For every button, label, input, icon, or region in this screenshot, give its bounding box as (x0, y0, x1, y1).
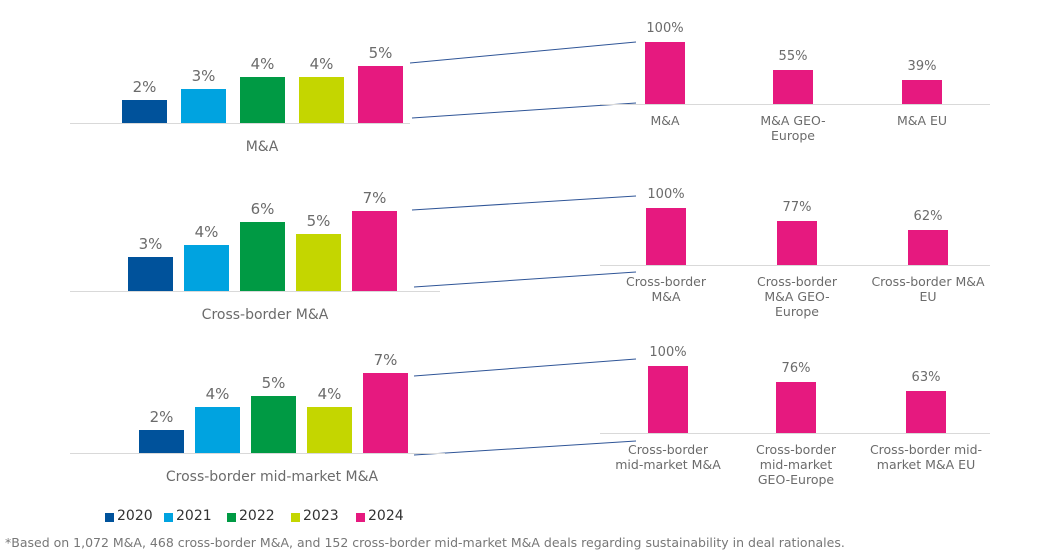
bar (299, 77, 344, 123)
bar (777, 221, 817, 265)
bar (646, 208, 686, 265)
axis-line (70, 291, 440, 292)
bar (122, 100, 167, 123)
axis-line (600, 265, 990, 266)
bar (181, 88, 226, 123)
legend-swatch (105, 513, 114, 522)
value-label: 4% (205, 385, 230, 403)
connector (413, 440, 637, 456)
category-label: Cross-border M&A GEO-Europe (756, 274, 838, 319)
value-label: 7% (373, 350, 398, 369)
bar (128, 256, 173, 291)
bar (251, 395, 296, 453)
connector (411, 195, 637, 211)
bar (908, 229, 948, 265)
value-label: 5% (306, 211, 331, 230)
legend-label: 2022 (239, 508, 275, 524)
bar (363, 372, 408, 453)
axis-line (70, 453, 445, 454)
bar (773, 69, 813, 104)
category-label: M&A (650, 113, 680, 128)
value-label: 77% (782, 200, 812, 216)
value-label: 100% (647, 187, 685, 202)
legend-swatch (164, 513, 173, 522)
value-label: 39% (907, 58, 937, 74)
bar (195, 407, 240, 453)
bar (240, 77, 285, 123)
axis-line (600, 104, 990, 105)
value-label: 62% (913, 208, 943, 224)
category-label: M&A (245, 139, 279, 155)
connector (413, 271, 637, 288)
bar (776, 382, 816, 433)
value-label: 100% (649, 345, 687, 360)
legend-swatch (227, 513, 236, 522)
legend-swatch (291, 513, 300, 522)
bar (648, 366, 688, 433)
connector-lines (409, 41, 637, 456)
category-label: M&A GEO-Europe (760, 113, 826, 143)
value-label: 3% (138, 234, 163, 253)
connector (409, 41, 637, 64)
value-label: 55% (778, 48, 808, 64)
axis-line (70, 123, 410, 124)
legend-label: 2023 (303, 508, 339, 524)
category-label: Cross-border M&A (201, 307, 329, 323)
value-label: 2% (149, 408, 174, 426)
bar (352, 210, 397, 291)
footnote: *Based on 1,072 M&A, 468 cross-border M&… (5, 535, 845, 550)
bar (296, 233, 341, 291)
connector (411, 102, 637, 119)
bar (139, 430, 184, 453)
category-label: Cross-border M&A (625, 274, 707, 304)
category-label: Cross-border mid-market M&A (165, 469, 379, 485)
connector (413, 358, 637, 377)
value-label: 4% (250, 55, 275, 73)
value-label: 76% (781, 361, 811, 377)
category-label: Cross-border mid-market M&A EU (869, 442, 983, 472)
bar (358, 65, 403, 123)
value-label: 5% (368, 43, 393, 62)
bar (184, 245, 229, 291)
category-label: Cross-border M&A EU (871, 274, 985, 304)
category-label: M&A EU (896, 113, 948, 128)
value-label: 63% (911, 369, 941, 385)
value-label: 100% (646, 21, 684, 36)
value-label: 4% (317, 385, 342, 403)
value-label: 7% (362, 188, 387, 207)
category-label: Cross-border mid-market M&A (615, 442, 721, 472)
bar (902, 79, 942, 104)
bar (240, 222, 285, 291)
bar (906, 390, 946, 433)
value-label: 6% (250, 200, 275, 218)
value-label: 4% (309, 55, 334, 73)
axis-line (600, 433, 990, 434)
category-label: Cross-border mid-market GEO-Europe (755, 442, 837, 487)
bar (307, 407, 352, 453)
value-label: 2% (132, 78, 157, 96)
legend-label: 2024 (368, 508, 404, 524)
value-label: 5% (261, 373, 286, 392)
legend-label: 2020 (117, 508, 153, 524)
value-label: 4% (194, 223, 219, 241)
bar (645, 42, 685, 104)
legend-label: 2021 (176, 508, 212, 524)
value-label: 3% (191, 66, 216, 85)
legend-swatch (356, 513, 365, 522)
